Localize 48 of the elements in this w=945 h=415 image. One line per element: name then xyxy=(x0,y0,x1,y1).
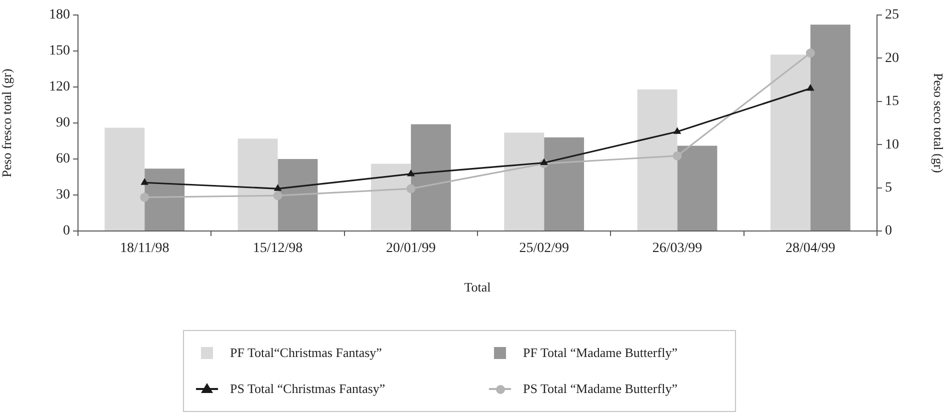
bar xyxy=(770,54,810,230)
x-tick-label: 18/11/98 xyxy=(120,241,170,256)
y2-tick-label: 10 xyxy=(885,137,899,152)
point xyxy=(140,178,148,185)
y-tick-label: 60 xyxy=(56,152,70,167)
bar xyxy=(410,124,451,230)
bar xyxy=(238,138,278,230)
point xyxy=(140,192,150,202)
bar xyxy=(104,128,145,230)
y2-tick-label: 20 xyxy=(885,50,899,66)
bar xyxy=(278,159,318,230)
bar xyxy=(370,164,411,230)
y2-axis-title: Peso seco total (gr) xyxy=(930,72,945,174)
x-tick-label: 25/02/99 xyxy=(519,241,569,256)
bar xyxy=(544,137,584,230)
point xyxy=(274,184,282,191)
y-tick-label: 120 xyxy=(49,80,70,95)
y-tick-label: 30 xyxy=(56,188,70,203)
bar xyxy=(677,146,718,230)
y2-tick-label: 15 xyxy=(885,94,899,110)
point xyxy=(407,169,415,176)
x-tick-label: 28/04/99 xyxy=(786,241,836,256)
legend-label: PF Total “Madame Butterfly” xyxy=(523,345,678,361)
bar xyxy=(504,132,544,230)
y-axis-title: Peso fresco total (gr) xyxy=(0,68,14,178)
x-tick-label: 26/03/99 xyxy=(652,241,702,256)
point xyxy=(806,84,814,91)
x-tick-label: 20/01/99 xyxy=(386,241,436,256)
legend-label: PS Total “Madame Butterfly” xyxy=(523,381,678,397)
x-tick-label: 15/12/98 xyxy=(252,241,303,256)
y-tick-label: 150 xyxy=(49,44,70,59)
point xyxy=(540,158,548,165)
bar xyxy=(637,89,678,230)
y2-tick-label: 25 xyxy=(885,8,899,23)
y-tick-label: 180 xyxy=(49,8,70,23)
y-tick-label: 0 xyxy=(63,224,70,239)
x-axis-title: Total xyxy=(464,280,492,295)
point xyxy=(406,184,416,194)
point xyxy=(673,127,682,134)
bar xyxy=(144,168,185,230)
legend-label: PF Total“Christmas Fantasy” xyxy=(230,345,382,361)
y2-tick-label: 5 xyxy=(885,180,892,196)
bar xyxy=(810,24,850,230)
y2-tick-label: 0 xyxy=(885,224,892,239)
point xyxy=(273,191,282,200)
point xyxy=(672,151,682,160)
legend-label: PS Total “Christmas Fantasy” xyxy=(230,381,386,397)
y-tick-label: 90 xyxy=(56,116,70,131)
